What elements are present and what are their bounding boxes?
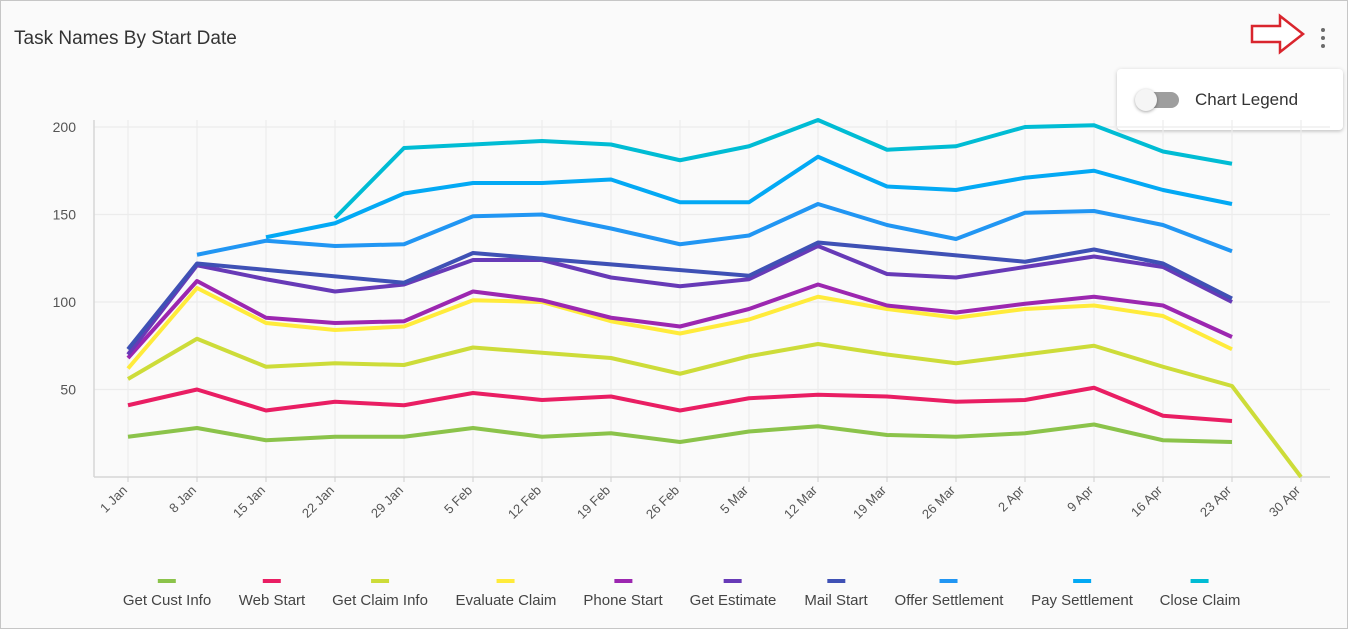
chart-title: Task Names By Start Date — [14, 28, 237, 49]
y-tick-label: 100 — [53, 294, 77, 310]
legend-item[interactable]: Get Estimate — [689, 570, 777, 609]
legend-label: Close Claim — [1159, 592, 1241, 609]
legend-item[interactable]: Get Claim Info — [332, 570, 428, 609]
chart-legend-label: Chart Legend — [1195, 90, 1299, 109]
x-tick-label: 12 Mar — [781, 482, 821, 522]
legend-swatch — [1190, 579, 1209, 583]
legend-item[interactable]: Close Claim — [1159, 570, 1241, 609]
x-tick-label: 30 Apr — [1266, 482, 1304, 520]
y-tick-label: 50 — [60, 382, 76, 398]
legend-item[interactable]: Phone Start — [583, 570, 663, 609]
x-tick-label: 16 Apr — [1128, 482, 1166, 520]
legend-item[interactable]: Offer Settlement — [894, 570, 1004, 609]
chart-legend-toggle[interactable] — [1135, 89, 1181, 111]
x-tick-label: 26 Mar — [919, 482, 959, 522]
x-tick-label: 22 Jan — [299, 483, 337, 521]
x-tick-label: 23 Apr — [1197, 482, 1235, 520]
series-line-evaluate-claim — [126, 286, 1233, 370]
legend-label: Evaluate Claim — [455, 592, 557, 609]
legend-label: Get Cust Info — [122, 592, 212, 609]
x-tick-label: 5 Feb — [441, 483, 475, 517]
series-line-close-claim — [333, 118, 1233, 220]
legend-item[interactable]: Pay Settlement — [1031, 570, 1133, 609]
legend-label: Pay Settlement — [1031, 592, 1133, 609]
y-tick-label: 200 — [53, 119, 77, 135]
series-line-get-estimate — [126, 244, 1233, 356]
x-tick-label: 12 Feb — [505, 483, 544, 522]
legend-item[interactable]: Evaluate Claim — [455, 570, 557, 609]
red-arrow-right-icon — [1250, 13, 1306, 55]
x-tick-label: 9 Apr — [1064, 482, 1097, 515]
x-tick-label: 1 Jan — [97, 483, 130, 516]
legend-label: Offer Settlement — [894, 592, 1004, 609]
x-tick-label: 26 Feb — [643, 483, 682, 522]
series-line-web-start — [127, 385, 1233, 423]
legend-label: Mail Start — [804, 592, 868, 609]
legend-swatch — [158, 579, 176, 583]
series-line-pay-settlement — [265, 154, 1233, 240]
x-tick-label: 5 Mar — [717, 482, 752, 517]
series-line-offer-settlement — [196, 202, 1233, 257]
series-line-get-cust-info — [127, 422, 1233, 444]
legend-label: Get Estimate — [689, 592, 777, 609]
series-line-get-claim-info — [126, 336, 1303, 479]
legend-swatch — [826, 579, 845, 583]
legend-swatch — [371, 579, 389, 583]
legend-swatch — [262, 579, 281, 583]
legend-item[interactable]: Web Start — [239, 570, 305, 609]
legend-swatch — [614, 579, 632, 583]
legend-item[interactable]: Mail Start — [804, 570, 868, 609]
chart-legend-menu: Chart Legend — [1117, 69, 1343, 130]
legend-swatch — [496, 579, 515, 583]
x-tick-label: 29 Jan — [368, 483, 406, 521]
more-vertical-icon[interactable] — [1313, 25, 1333, 53]
legend-swatch — [939, 579, 958, 583]
series-line-phone-start — [126, 279, 1233, 360]
legend-label: Phone Start — [583, 592, 663, 609]
legend-swatch — [723, 579, 742, 583]
x-tick-label: 2 Apr — [995, 482, 1028, 515]
legend-item[interactable]: Get Cust Info — [123, 570, 211, 609]
legend-label: Get Claim Info — [332, 592, 428, 609]
y-tick-label: 150 — [53, 207, 77, 223]
x-tick-label: 19 Mar — [850, 482, 890, 522]
x-tick-label: 19 Feb — [574, 483, 613, 522]
series-line-mail-start — [126, 240, 1233, 351]
legend-label: Web Start — [238, 592, 306, 609]
chart-legend: Get Cust Info Web Start Get Claim Info Eval… — [0, 570, 1348, 620]
legend-swatch — [1073, 579, 1091, 583]
x-tick-label: 15 Jan — [230, 483, 268, 521]
x-tick-label: 8 Jan — [166, 483, 199, 516]
